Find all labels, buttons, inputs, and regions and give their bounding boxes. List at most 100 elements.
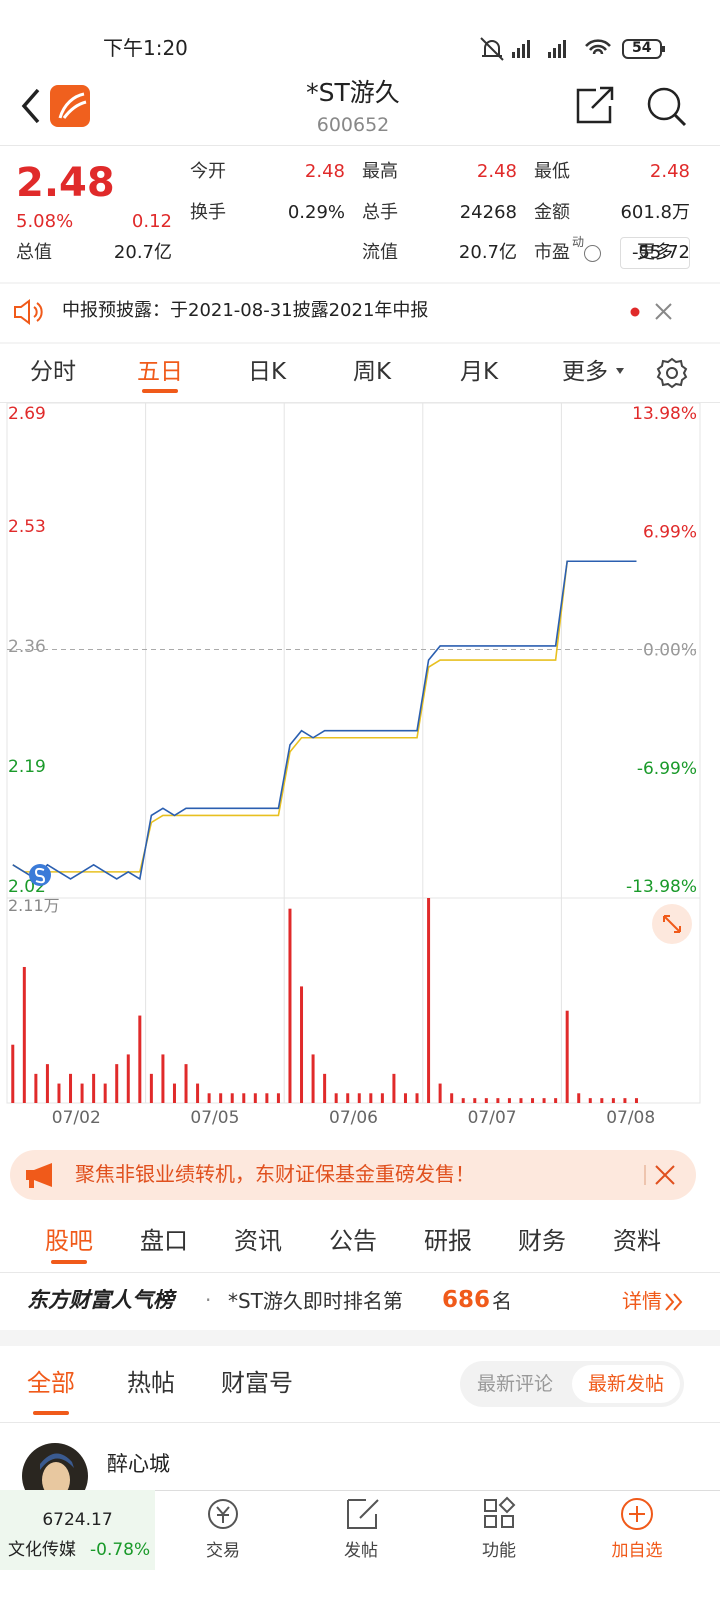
volume-bar <box>334 1093 338 1103</box>
tab[interactable]: 盘口 <box>140 1227 188 1255</box>
volume-bar <box>276 1093 280 1103</box>
y-tick-label: 2.69 <box>8 404 46 424</box>
change: 0.12 <box>131 211 172 232</box>
volume-bar <box>357 1093 361 1103</box>
promo-banner[interactable] <box>10 1150 696 1200</box>
status-time: 下午1:20 <box>103 36 188 60</box>
volume-bar <box>542 1098 546 1103</box>
volume-bar <box>380 1093 384 1103</box>
volume-bar <box>496 1098 500 1103</box>
volume-bar <box>623 1098 627 1103</box>
tab[interactable]: 月K <box>459 359 499 385</box>
tab[interactable]: 周K <box>352 359 392 385</box>
volume-bar <box>126 1054 130 1103</box>
dropdown-caret <box>616 368 624 374</box>
field-label: 金额 <box>534 202 570 223</box>
notice-text[interactable]: 中报预披露：于2021-08-31披露2021年中报 <box>62 300 429 321</box>
tab-underline <box>142 389 178 393</box>
y2-tick-label: 13.98% <box>632 404 697 424</box>
chart-settings[interactable] <box>656 357 688 389</box>
bottom-tab[interactable]: 加自选 <box>611 1541 663 1561</box>
tab[interactable]: 财务 <box>518 1227 566 1255</box>
volume-bar <box>461 1098 465 1103</box>
tab[interactable]: 资讯 <box>234 1227 282 1255</box>
x-tick-label: 07/08 <box>606 1108 655 1128</box>
y-tick-label: 2.36 <box>8 637 46 657</box>
sort-tab[interactable]: 最新发帖 <box>587 1373 664 1395</box>
volume-bar <box>11 1044 15 1103</box>
bottom-tab[interactable]: 交易 <box>206 1541 240 1561</box>
header-left[interactable] <box>12 82 102 130</box>
post-user[interactable]: 醉心城 <box>107 1452 170 1476</box>
tab[interactable]: 财富号 <box>221 1369 293 1397</box>
volume-bar <box>69 1073 73 1103</box>
banner-close[interactable] <box>642 1161 682 1189</box>
volume-bar <box>172 1083 176 1103</box>
tab[interactable]: 分时 <box>30 359 76 385</box>
tab[interactable]: 资料 <box>613 1227 661 1255</box>
more-button[interactable]: 更多 <box>620 237 690 269</box>
volume-bar <box>519 1098 523 1103</box>
info-icon <box>584 245 601 262</box>
volume-bar <box>103 1083 107 1103</box>
y2-tick-label: -13.98% <box>626 877 697 897</box>
volume-bar <box>265 1093 269 1103</box>
tab[interactable]: 日K <box>247 359 287 385</box>
volume-bar <box>484 1098 488 1103</box>
tab[interactable]: 研报 <box>424 1227 472 1255</box>
volume-bar <box>507 1098 511 1103</box>
ranking-suffix: 名 <box>492 1289 512 1313</box>
tab-underline <box>51 1260 87 1264</box>
tab[interactable]: 更多 <box>562 359 608 385</box>
field-value: -55.72 <box>631 242 690 263</box>
banner-icon <box>26 1163 52 1188</box>
field-label: 最低 <box>534 161 570 182</box>
field-label: 最高 <box>362 161 398 182</box>
volume-bar <box>346 1093 350 1103</box>
sort-tab[interactable]: 最新评论 <box>476 1373 553 1395</box>
avatar <box>22 1443 88 1490</box>
tab[interactable]: 全部 <box>27 1369 75 1397</box>
volume-bar <box>230 1093 234 1103</box>
volume-bar <box>392 1073 396 1103</box>
volume-bar <box>611 1098 615 1103</box>
ranking-number: 686 <box>442 1287 491 1313</box>
banner-text[interactable]: 聚焦非银业绩转机，东财证保基金重磅发售！ <box>75 1162 475 1186</box>
volume-bar <box>415 1093 419 1103</box>
field-value: 2.48 <box>649 161 690 182</box>
notice-close[interactable] <box>625 300 675 324</box>
volume-bar <box>161 1054 165 1103</box>
tab[interactable]: 五日 <box>137 359 183 385</box>
volume-bar <box>565 1010 569 1103</box>
ranking-detail[interactable]: 详情 <box>622 1289 662 1313</box>
index-value: 6724.17 <box>42 1510 113 1530</box>
volume-bar <box>311 1054 315 1103</box>
volume-bar <box>600 1098 604 1103</box>
volume-bar <box>450 1093 454 1103</box>
volume-bar <box>34 1073 38 1103</box>
volume-bar <box>634 1098 638 1103</box>
sector-name: 文化传媒 <box>8 1540 76 1560</box>
volume-bar <box>80 1083 84 1103</box>
volume-bar <box>427 898 431 1103</box>
notice-icon <box>14 299 43 325</box>
volume-bar <box>288 908 292 1103</box>
volume-bar <box>207 1093 211 1103</box>
bottom-tab[interactable]: 发帖 <box>344 1541 378 1561</box>
chart-frame <box>6 403 701 1104</box>
x-tick-label: 07/07 <box>468 1108 517 1128</box>
tab-underline <box>33 1411 69 1415</box>
price-line <box>12 560 637 881</box>
index-ticker[interactable] <box>0 1490 155 1570</box>
bottom-tab[interactable]: 功能 <box>482 1541 516 1561</box>
tab[interactable]: 股吧 <box>45 1227 93 1255</box>
volume-bar <box>323 1073 327 1103</box>
header-actions[interactable] <box>574 84 694 128</box>
tab[interactable]: 热帖 <box>127 1369 175 1397</box>
expand-glyph <box>663 915 681 933</box>
volume-bar <box>403 1093 407 1103</box>
price-line <box>12 560 637 873</box>
tab[interactable]: 公告 <box>329 1227 377 1255</box>
volume-bar <box>22 966 26 1103</box>
